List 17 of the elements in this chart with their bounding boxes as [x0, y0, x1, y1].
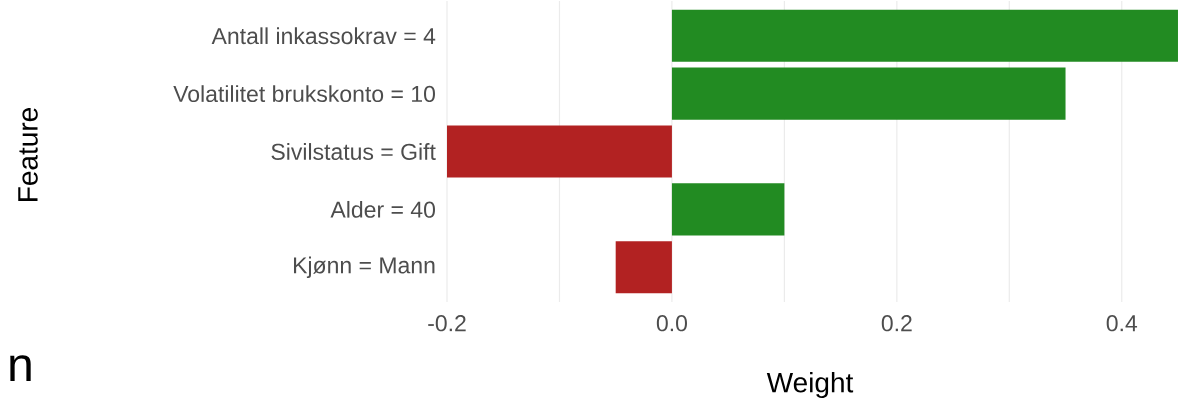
y-tick-label: Kjønn = Mann	[293, 256, 435, 278]
bar	[447, 125, 672, 178]
y-tick-label: Volatilitet brukskonto = 10	[173, 85, 435, 103]
x-axis-title: Weight	[766, 371, 854, 399]
bar	[671, 67, 1066, 120]
y-tick-label: Alder = 40	[330, 200, 435, 218]
x-tick-label: 0.0	[656, 315, 688, 332]
y-tick-label: Sivilstatus = Gift	[271, 143, 436, 160]
bar	[615, 241, 672, 294]
x-tick-label: -0.2	[428, 315, 466, 332]
y-tick-label: Antall inkassokrav = 4	[211, 27, 436, 45]
bar	[671, 9, 1178, 62]
x-tick-label: 0.2	[881, 315, 912, 332]
bar	[671, 183, 785, 236]
x-tick-label: 0.4	[1106, 315, 1138, 332]
y-axis-title: Feature	[18, 108, 38, 201]
text: n	[10, 355, 31, 381]
